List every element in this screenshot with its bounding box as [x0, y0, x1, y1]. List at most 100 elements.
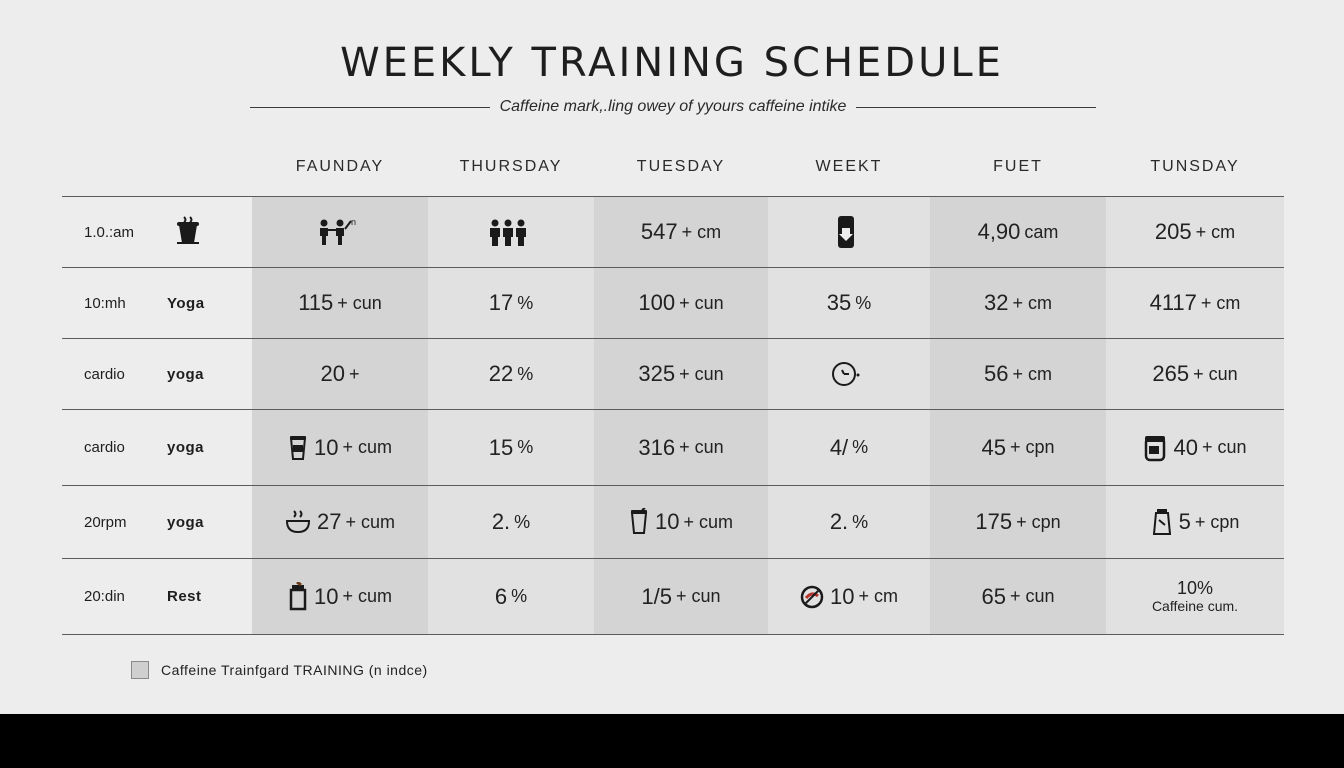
schedule-cell: 20 + — [252, 339, 428, 409]
column-shade — [428, 196, 594, 634]
schedule-cell: 5 + cpn — [1106, 486, 1284, 558]
cell-value: 6 — [494, 583, 508, 609]
cell-unit: + cun — [679, 292, 724, 313]
activity-label: yoga — [167, 439, 205, 456]
cell-value: 547 — [640, 219, 678, 244]
schedule-cell: 2.% — [428, 486, 594, 558]
schedule-cell: 1/5 + cun — [594, 559, 768, 634]
subtitle-row: Caffeine mark,.ling owey of yyours caffe… — [250, 96, 1097, 118]
cell-unit: % — [855, 292, 872, 313]
cell-value: 10 — [313, 583, 339, 609]
cell-unit: + cpn — [1016, 511, 1061, 532]
cell-unit: Caffeine cum. — [1151, 597, 1239, 614]
cell-value: 265 — [1152, 361, 1190, 386]
time-label: 10:mh — [84, 294, 126, 312]
cell-unit: + cum — [342, 586, 392, 606]
schedule-cell: 56 + cm — [930, 339, 1106, 409]
cell-unit: + cum — [342, 437, 392, 457]
cell-value: 316 — [638, 434, 676, 460]
schedule-cell: 4/% — [768, 410, 930, 485]
column-shade — [252, 196, 428, 634]
cell-unit: + cm — [858, 586, 898, 606]
cell-unit: + cun — [337, 292, 382, 313]
cell-value: 4,90 — [977, 219, 1021, 244]
cell-unit: + cm — [1012, 363, 1052, 384]
cell-value: 100 — [638, 290, 676, 315]
cell-unit: + cpn — [1194, 511, 1240, 532]
column-shade — [594, 196, 768, 634]
cell-unit: + cm — [1012, 292, 1052, 313]
schedule-cell: 6% — [428, 559, 594, 634]
column-shade — [1106, 196, 1284, 634]
group-icon — [487, 217, 529, 247]
activity-label: yoga — [167, 513, 205, 531]
day-header: FUET — [993, 158, 1043, 175]
activity-label: Rest — [167, 588, 202, 605]
time-label: cardio — [84, 439, 125, 456]
cell-value: 2. — [829, 509, 849, 534]
subtitle-rule-right — [856, 106, 1097, 108]
row-divider — [62, 196, 1284, 197]
schedule-cell: 15% — [428, 410, 594, 485]
schedule-cell — [428, 197, 594, 267]
cell-unit: % — [514, 511, 531, 532]
schedule-cell: 10 + cum — [252, 410, 428, 485]
schedule-cell: 325 + cun — [594, 339, 768, 409]
cell-value: 10 — [313, 434, 339, 460]
cell-unit: + cun — [679, 363, 724, 384]
schedule-cell: 205 + cm — [1106, 197, 1284, 267]
schedule-cell: 10 + cum — [594, 486, 768, 558]
cell-unit: % — [511, 586, 528, 606]
cell-value: 20 — [320, 361, 345, 386]
cell-value: 115 — [298, 290, 334, 315]
coffee-cup-icon — [173, 197, 203, 267]
cell-unit: + cm — [1195, 221, 1236, 242]
schedule-cell: 4117 + cm — [1106, 268, 1284, 338]
time-label: 1.0.:am — [84, 223, 135, 241]
legend-label: Caffeine Trainfgard TRAINING (n indce) — [161, 662, 428, 678]
cell-value: 65 — [981, 583, 1006, 609]
cell-value: 2. — [491, 509, 511, 534]
row-divider — [62, 634, 1284, 635]
schedule-cell: 32 + cm — [930, 268, 1106, 338]
schedule-cell: 65 + cun — [930, 559, 1106, 634]
cell-value: 10 — [654, 509, 680, 534]
svg-text:n: n — [351, 217, 356, 227]
schedule-cell: 265 + cun — [1106, 339, 1284, 409]
row-divider — [62, 485, 1284, 486]
cell-unit: + — [348, 363, 360, 384]
cell-value: 4117 — [1149, 290, 1197, 315]
schedule-cell: 316 + cun — [594, 410, 768, 485]
cell-value: 175 — [975, 509, 1013, 534]
schedule-cell: 40 + cun — [1106, 410, 1284, 485]
schedule-cell: 17% — [428, 268, 594, 338]
legend-swatch — [131, 661, 149, 679]
travel-mug-icon — [288, 581, 308, 612]
cell-unit: + cm — [1200, 292, 1241, 313]
time-label: 20rpm — [84, 513, 127, 531]
cell-value: 10% — [1176, 577, 1214, 598]
day-header: THURSDAY — [459, 158, 563, 175]
schedule-cell: 100 + cun — [594, 268, 768, 338]
cell-unit: + cun — [1193, 363, 1238, 384]
row-divider — [62, 338, 1284, 339]
activity-label: Yoga — [167, 294, 205, 312]
schedule-cell: 2.% — [768, 486, 930, 558]
cell-unit: % — [517, 363, 534, 384]
flask-icon — [1151, 507, 1173, 537]
cell-value: 15 — [488, 434, 514, 460]
cell-unit: + cum — [683, 511, 733, 532]
tumbler-icon — [629, 508, 649, 536]
cell-value: 22 — [488, 361, 514, 386]
column-shade — [930, 196, 1106, 634]
schedule-cell — [768, 197, 930, 267]
cell-unit: + cum — [345, 511, 395, 532]
jar-icon — [1143, 434, 1167, 462]
cell-unit: + cm — [681, 221, 722, 242]
cell-unit: % — [517, 292, 534, 313]
cell-value: 40 — [1173, 434, 1198, 460]
cell-unit: + cun — [676, 586, 721, 606]
cell-value: 45 — [981, 434, 1006, 460]
time-label: 20:din — [84, 588, 125, 605]
cell-value: 27 — [316, 509, 342, 534]
